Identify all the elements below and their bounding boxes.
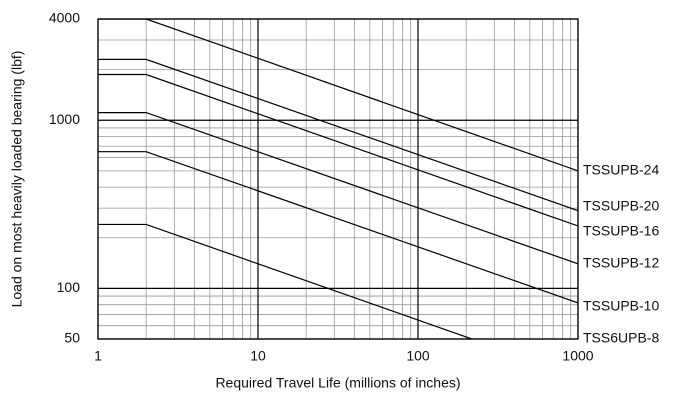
series-line: [98, 19, 578, 172]
x-tick-label: 1000: [562, 348, 593, 364]
y-tick-label: 50: [64, 330, 80, 346]
y-tick-label: 1000: [49, 111, 80, 127]
series-label: TSSUPB-24: [583, 162, 659, 178]
x-tick-label: 1: [94, 348, 102, 364]
series-line: [98, 151, 578, 304]
y-tick-label: 4000: [49, 10, 80, 26]
plot-frame: [97, 18, 579, 340]
series-line: [98, 73, 578, 227]
plot-lines: [98, 19, 578, 339]
series-label: TSSUPB-12: [583, 255, 659, 271]
y-tick-label: 100: [57, 279, 81, 295]
series-label: TSS6UPB-8: [583, 330, 659, 346]
series-line: [98, 223, 474, 339]
series-label: TSSUPB-20: [583, 197, 659, 213]
x-axis-label: Required Travel Life (millions of inches…: [215, 375, 460, 391]
series-label: TSSUPB-10: [583, 298, 659, 314]
y-axis-label: Load on most heavily loaded bearing (lbf…: [9, 51, 25, 308]
series-line: [98, 58, 578, 212]
series-label: TSSUPB-16: [583, 223, 659, 239]
x-tick-label: 100: [406, 348, 430, 364]
series-line: [98, 112, 578, 265]
x-tick-label: 10: [250, 348, 266, 364]
